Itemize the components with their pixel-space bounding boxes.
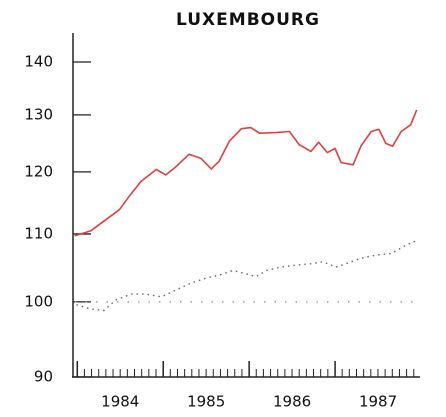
y-tick-label: 90 (34, 368, 53, 386)
x-tick-label: 1985 (187, 393, 225, 411)
y-tick-label: 120 (24, 162, 53, 180)
chart-title: LUXEMBOURG (176, 10, 320, 30)
y-tick-label: 100 (24, 292, 53, 310)
y-tick-label: 110 (24, 224, 53, 242)
series-line (74, 109, 418, 237)
x-tick-label: 1987 (359, 393, 397, 411)
x-tick-label: 1986 (273, 393, 311, 411)
y-tick-label: 130 (24, 105, 53, 123)
y-tick-label: 140 (24, 53, 53, 71)
series-line (76, 239, 417, 312)
x-tick-label: 1984 (101, 393, 139, 411)
